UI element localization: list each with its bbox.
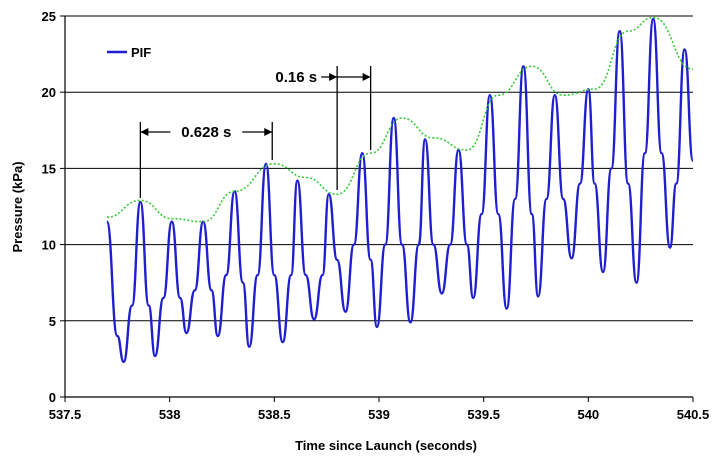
- series-line-pif: [105, 17, 695, 364]
- annotation-arrow-left: [140, 128, 149, 136]
- axis-ticks: 0 5 10 15 20 25 537.5 538 538.5 539 539.5 540 540.5: [42, 9, 710, 422]
- x-tick-label: 538: [159, 407, 181, 422]
- axes: [64, 16, 693, 398]
- x-tick-label: 540.5: [677, 407, 710, 422]
- x-tick-label: 538.5: [258, 407, 291, 422]
- annotation-layer: 0.628 s 0.16 s: [139, 66, 372, 198]
- series-layer: [105, 16, 695, 364]
- y-axis-title: Pressure (kPa): [10, 161, 25, 252]
- annotation-label-period: 0.628 s: [181, 124, 231, 141]
- annotation-arrow-right: [362, 73, 371, 81]
- annotation-label-interval: 0.16 s: [275, 69, 317, 86]
- annotation-arrow-left: [329, 73, 338, 81]
- x-tick-label: 537.5: [49, 407, 82, 422]
- annotation-arrow-right: [264, 128, 273, 136]
- y-tick-label: 10: [42, 238, 56, 253]
- y-tick-label: 25: [42, 9, 56, 24]
- x-tick-label: 539.5: [467, 407, 500, 422]
- x-axis-title: Time since Launch (seconds): [295, 438, 477, 453]
- legend: PIF: [107, 45, 151, 60]
- y-tick-label: 0: [49, 390, 56, 405]
- series-line-envelope: [106, 16, 694, 223]
- y-tick-label: 15: [42, 161, 56, 176]
- x-tick-label: 539: [368, 407, 390, 422]
- legend-label-pif: PIF: [131, 45, 151, 60]
- x-tick-label: 540: [577, 407, 599, 422]
- y-tick-label: 20: [42, 85, 56, 100]
- y-tick-label: 5: [49, 314, 56, 329]
